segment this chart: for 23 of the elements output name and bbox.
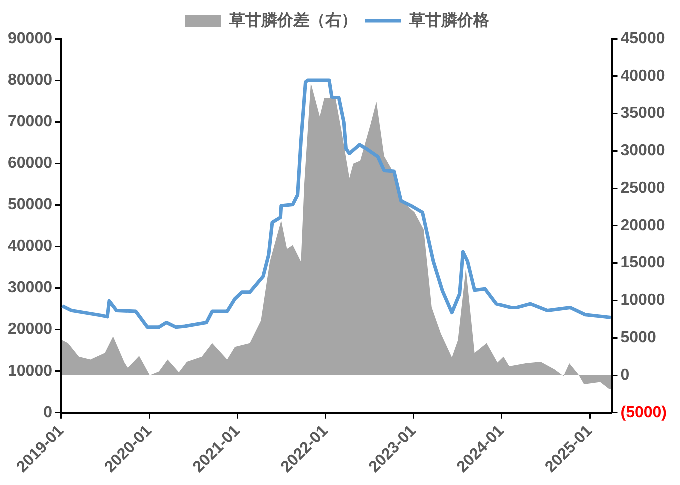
y-tick-label: 40000 [8,238,53,256]
y2-tick-label: 45000 [620,30,666,48]
y2-tick-label: 5000 [620,330,656,347]
y2-tick-label: 35000 [620,105,666,122]
y2-tick-label: 15000 [620,254,666,272]
y-tick-label: 30000 [8,280,53,297]
y2-tick-label: 20000 [620,217,666,234]
y-tick-label: 10000 [8,362,53,380]
y2-tick-label: 0 [620,366,630,384]
y-tick-label: 80000 [8,72,53,89]
y2-tick-label: 10000 [620,292,666,310]
y-tick-label: 20000 [8,321,53,338]
y-tick-label: 0 [44,404,53,422]
legend-label: 草甘膦价格 [408,11,490,30]
y-tick-label: 50000 [8,196,53,214]
y2-tick-label: 40000 [620,68,666,85]
y2-tick-label: (5000) [620,404,667,422]
y-tick-label: 60000 [8,155,53,172]
y-tick-label: 90000 [8,30,53,48]
y2-tick-label: 30000 [620,142,666,160]
y-tick-label: 70000 [8,113,53,130]
legend-label: 草甘膦价差（右） [228,11,358,30]
y2-tick-label: 25000 [620,180,666,197]
